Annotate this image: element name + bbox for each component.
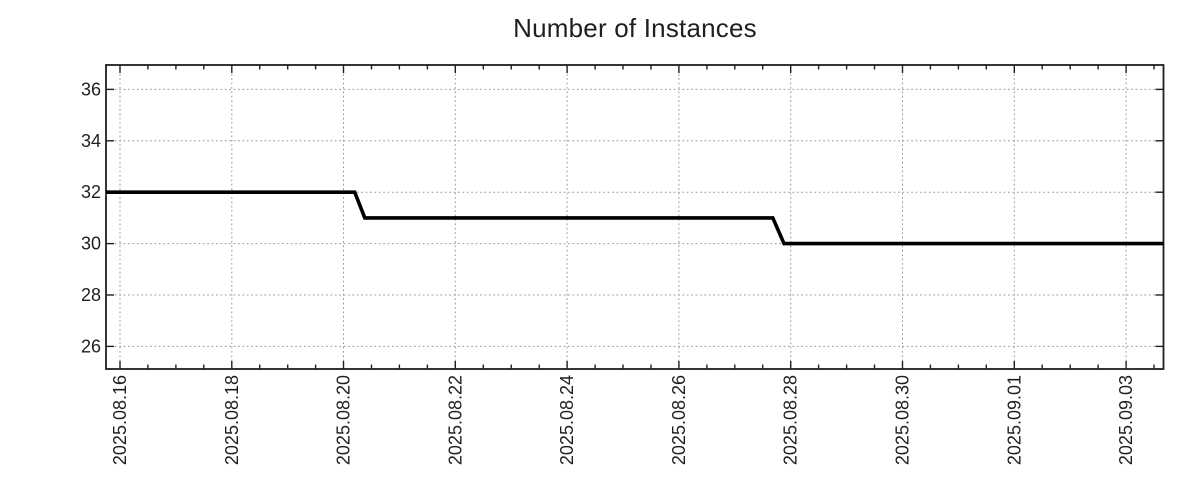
plot-border xyxy=(105,64,1165,370)
x-tick-label: 2025.09.03 xyxy=(1116,375,1136,465)
series-line xyxy=(106,190,1164,246)
x-tick-label: 2025.08.22 xyxy=(445,375,465,465)
x-tick-label: 2025.08.28 xyxy=(781,375,801,465)
y-tick-label: 34 xyxy=(81,131,101,151)
x-tick-label: 2025.09.01 xyxy=(1004,375,1024,465)
y-tick-label: 36 xyxy=(81,79,101,99)
y-tick-label: 30 xyxy=(81,234,101,254)
x-tick-label: 2025.08.26 xyxy=(669,375,689,465)
x-tick-label: 2025.08.18 xyxy=(222,375,242,465)
y-tick-label: 32 xyxy=(81,182,101,202)
x-tick-label: 2025.08.30 xyxy=(893,375,913,465)
x-tick-label: 2025.08.24 xyxy=(557,375,577,465)
x-tick-label: 2025.08.16 xyxy=(110,375,130,465)
y-tick-label: 28 xyxy=(81,285,101,305)
x-tick-label: 2025.08.20 xyxy=(334,375,354,465)
y-tick-label: 26 xyxy=(81,336,101,356)
chart-title: Number of Instances xyxy=(513,13,757,43)
